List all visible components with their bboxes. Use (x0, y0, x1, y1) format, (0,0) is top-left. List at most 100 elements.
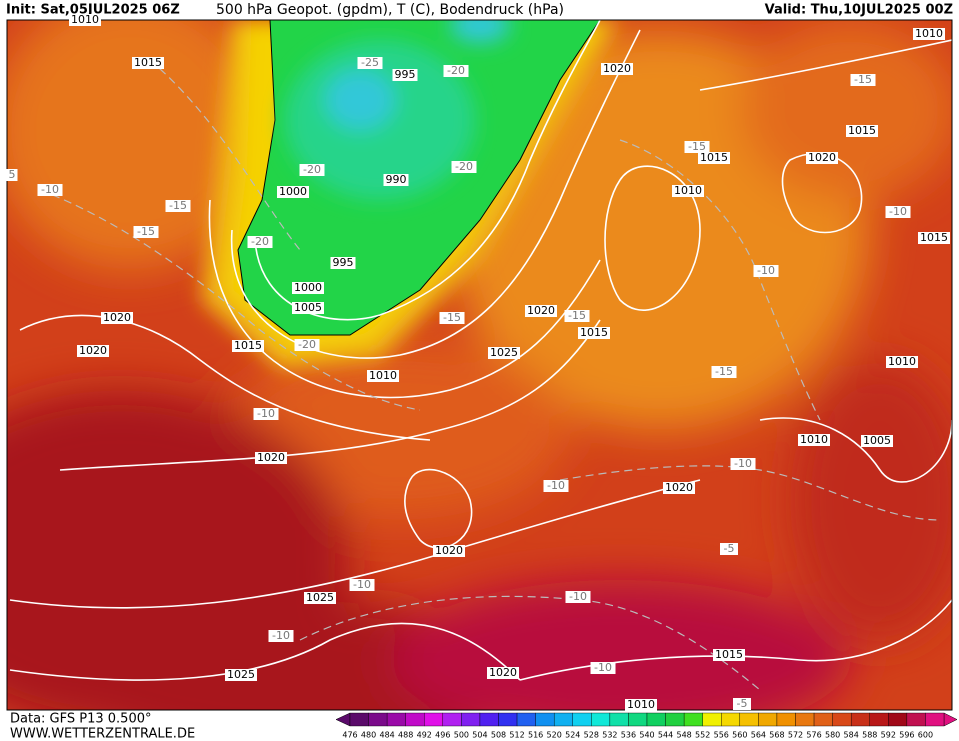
pressure-label-box (713, 649, 745, 661)
temperature-label-box (733, 698, 751, 710)
colorbar-label: 576 (806, 731, 821, 740)
colorbar-swatch (850, 712, 870, 727)
pressure-label: 1025 (490, 346, 518, 359)
colorbar-label: 588 (862, 731, 877, 740)
colorbar-label: 584 (844, 731, 859, 740)
colorbar-label: 568 (769, 731, 784, 740)
temperature-label: -15 (169, 199, 187, 212)
contour-labels: 1010 1015 1000 995 990 995 1000 1005 1020 1020 101… (6, 13, 950, 711)
temperature-label-box (565, 591, 591, 603)
pressure-label: 1005 (294, 301, 322, 314)
pressure-label-box (69, 14, 101, 26)
init-time: Init: Sat,05JUL2025 06Z (6, 3, 180, 18)
temperature-label-box (439, 312, 465, 324)
colorbar-swatch (739, 712, 759, 727)
pressure-label: 1020 (603, 62, 631, 75)
colorbar-swatch (758, 712, 778, 727)
colorbar-label: 516 (528, 731, 543, 740)
pressure-label-box (601, 63, 633, 75)
temperature-label: -15 (715, 365, 733, 378)
pressure-label-box (698, 152, 730, 164)
colorbar-label: 596 (899, 731, 914, 740)
temperature-label-box (37, 184, 63, 196)
pressure-label: 1010 (71, 13, 99, 26)
pressure-label: 1020 (808, 151, 836, 164)
temperature-label-box (590, 662, 616, 674)
pressure-label-box (292, 302, 324, 314)
temperature-label: -15 (443, 311, 461, 324)
colorbar-swatch (479, 712, 499, 727)
temperature-label-box (349, 579, 375, 591)
colorbar-swatch (405, 712, 425, 727)
temperature-label-box (850, 74, 876, 86)
pressure-label: 1000 (294, 281, 322, 294)
colorbar-swatch (572, 712, 592, 727)
temperature-label: -10 (353, 578, 371, 591)
temperature-label-box (684, 141, 710, 153)
temperature-label: -15 (568, 309, 586, 322)
colorbar-label: 524 (565, 731, 580, 740)
colorbar-label: 572 (788, 731, 803, 740)
pressure-label: 1015 (134, 56, 162, 69)
temperature-label: -10 (41, 183, 59, 196)
colorbar-swatch (795, 712, 815, 727)
pressure-label: 1015 (848, 124, 876, 137)
pressure-label-box (77, 345, 109, 357)
colorbar-swatch (553, 712, 573, 727)
pressure-label: 1005 (863, 434, 891, 447)
temperature-label-box (133, 226, 159, 238)
colorbar-swatch (813, 712, 833, 727)
pressure-label: 1010 (888, 355, 916, 368)
pressure-label-box (918, 232, 950, 244)
colorbar-label: 508 (491, 731, 506, 740)
temperature-label: -10 (547, 479, 565, 492)
temperature-label: -15 (137, 225, 155, 238)
pressure-label-box (330, 257, 356, 269)
colorbar-swatch (498, 712, 518, 727)
pressure-label: 1010 (915, 27, 943, 40)
temperature-label-box (753, 265, 779, 277)
pressure-label: 1015 (234, 339, 262, 352)
pressure-label: 995 (395, 68, 416, 81)
colorbar-swatch (925, 712, 945, 727)
pressure-label: 1015 (715, 648, 743, 661)
pressure-label: 1020 (79, 344, 107, 357)
pressure-label: 1020 (257, 451, 285, 464)
colorbar-swatch (683, 712, 703, 727)
colorbar-swatch (591, 712, 611, 727)
temperature-label-box (451, 161, 477, 173)
pressure-label: 1010 (369, 369, 397, 382)
colorbar-swatch (906, 712, 926, 727)
pressure-label: 1010 (674, 184, 702, 197)
colorbar-label: 548 (676, 731, 691, 740)
colorbar-label: 544 (658, 731, 673, 740)
colorbar-label: 536 (621, 731, 636, 740)
pressure-label: 1020 (489, 666, 517, 679)
colorbar-swatch (776, 712, 796, 727)
pressure-label: 1020 (435, 544, 463, 557)
valid-time: Valid: Thu,10JUL2025 00Z (765, 3, 953, 18)
pressure-label-box (578, 327, 610, 339)
colorbar-label: 556 (714, 731, 729, 740)
colorbar-swatch (609, 712, 629, 727)
temperature-label-box (711, 366, 737, 378)
colorbar-arrow-left (335, 712, 351, 727)
pressure-label-box (392, 69, 418, 81)
colorbar-arrow-right (943, 712, 958, 727)
colorbar: 476 480 484 488 492 496 500 504 508 512 516 520 524 5… (335, 712, 958, 740)
pressure-label-box (383, 174, 409, 186)
colorbar-swatch (888, 712, 908, 727)
map-frame (6, 19, 953, 711)
pressure-label-box (846, 125, 878, 137)
colorbar-swatch (349, 712, 369, 727)
map-title: 500 hPa Geopot. (gpdm), T (C), Bodendruc… (216, 2, 564, 18)
data-source: Data: GFS P13 0.500° (10, 712, 152, 727)
temperature-label-box (165, 200, 191, 212)
colorbar-swatch (721, 712, 741, 727)
pressure-label: 1010 (627, 698, 655, 711)
pressure-label-box (488, 347, 520, 359)
temperature-label: -10 (569, 590, 587, 603)
temperature-label: -15 (688, 140, 706, 153)
